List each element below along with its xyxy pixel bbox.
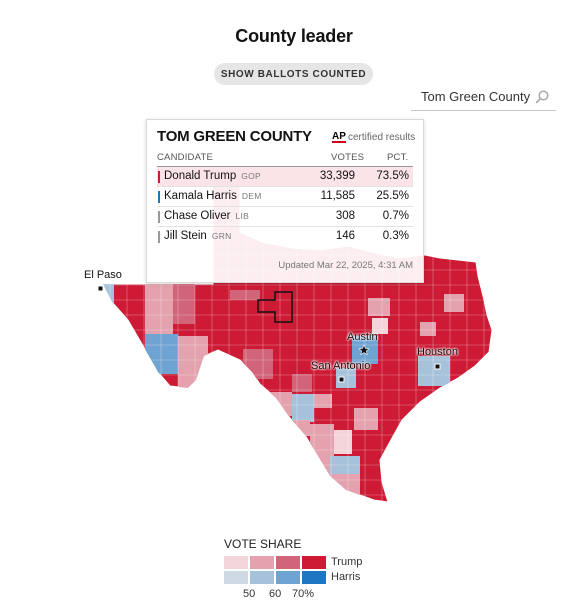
column-header-votes: VOTES bbox=[331, 152, 365, 163]
candidate-votes: 308 bbox=[335, 210, 355, 222]
candidate-party: GRN bbox=[211, 231, 232, 241]
legend-tick: 50 bbox=[243, 588, 256, 600]
legend-swatch-trump bbox=[276, 556, 300, 569]
county-search-input[interactable] bbox=[411, 84, 539, 108]
city-label-san-antonio: San Antonio bbox=[311, 360, 371, 372]
san-antonio-marker bbox=[338, 376, 345, 383]
candidate-row: Jill Stein GRN 146 0.3% bbox=[157, 226, 413, 247]
candidate-name: Jill Stein bbox=[164, 230, 207, 242]
tooltip-county-name: TOM GREEN COUNTY bbox=[157, 128, 312, 145]
houston-marker bbox=[434, 363, 441, 370]
candidate-pct: 0.3% bbox=[382, 230, 409, 242]
county-tooltip: TOM GREEN COUNTY AP certified results CA… bbox=[146, 119, 424, 283]
candidate-row: Chase Oliver LIB 308 0.7% bbox=[157, 206, 413, 227]
candidate-name: Donald Trump bbox=[164, 170, 237, 182]
party-color-swatch bbox=[158, 211, 160, 223]
candidate-party: LIB bbox=[235, 211, 250, 221]
candidate-party: GOP bbox=[241, 171, 262, 181]
legend-swatch-trump bbox=[224, 556, 248, 569]
candidate-pct: 25.5% bbox=[376, 190, 409, 202]
candidate-name: Chase Oliver bbox=[164, 210, 231, 222]
legend-swatch-harris bbox=[302, 571, 326, 584]
texas-county-map[interactable] bbox=[0, 110, 588, 510]
candidate-votes: 146 bbox=[335, 230, 355, 242]
legend-tick: 60 bbox=[269, 588, 282, 600]
legend-swatch-harris bbox=[224, 571, 248, 584]
ap-logo: AP bbox=[332, 131, 346, 143]
legend-label-trump: Trump bbox=[331, 556, 363, 568]
austin-capital-marker bbox=[358, 344, 370, 356]
city-label-houston: Houston bbox=[417, 346, 458, 358]
legend-swatch-trump bbox=[302, 556, 326, 569]
city-label-austin: Austin bbox=[347, 331, 378, 343]
certified-results-label: certified results bbox=[348, 132, 416, 143]
column-header-candidate: CANDIDATE bbox=[157, 152, 213, 163]
legend-label-harris: Harris bbox=[331, 571, 361, 583]
candidate-row: Kamala Harris DEM 11,585 25.5% bbox=[157, 186, 413, 207]
search-icon[interactable] bbox=[534, 89, 550, 105]
candidate-row: Donald Trump GOP 33,399 73.5% bbox=[157, 166, 413, 187]
county-shading[interactable] bbox=[96, 284, 464, 500]
candidate-pct: 73.5% bbox=[376, 170, 409, 182]
party-color-swatch bbox=[158, 191, 160, 203]
candidate-name: Kamala Harris bbox=[164, 190, 237, 202]
legend-tick: 70% bbox=[292, 588, 315, 600]
candidate-votes: 33,399 bbox=[319, 170, 355, 182]
legend-title: VOTE SHARE bbox=[224, 537, 302, 551]
page-title: County leader bbox=[235, 26, 353, 46]
candidate-pct: 0.7% bbox=[382, 210, 409, 222]
city-label-el-paso: El Paso bbox=[84, 269, 122, 281]
column-header-pct: PCT. bbox=[387, 152, 409, 163]
show-ballots-counted-button[interactable]: SHOW BALLOTS COUNTED bbox=[214, 63, 373, 85]
updated-timestamp: Updated Mar 22, 2025, 4:31 AM bbox=[278, 260, 413, 271]
legend-swatch-harris bbox=[276, 571, 300, 584]
candidate-party: DEM bbox=[241, 191, 262, 201]
county-search[interactable] bbox=[411, 84, 556, 111]
el-paso-marker bbox=[97, 285, 104, 292]
selected-county-tom-green[interactable] bbox=[257, 291, 293, 323]
legend-swatch-harris bbox=[250, 571, 274, 584]
candidate-votes: 11,585 bbox=[320, 190, 355, 202]
party-color-swatch bbox=[158, 231, 160, 243]
party-color-swatch bbox=[158, 171, 160, 183]
legend-swatch-trump bbox=[250, 556, 274, 569]
